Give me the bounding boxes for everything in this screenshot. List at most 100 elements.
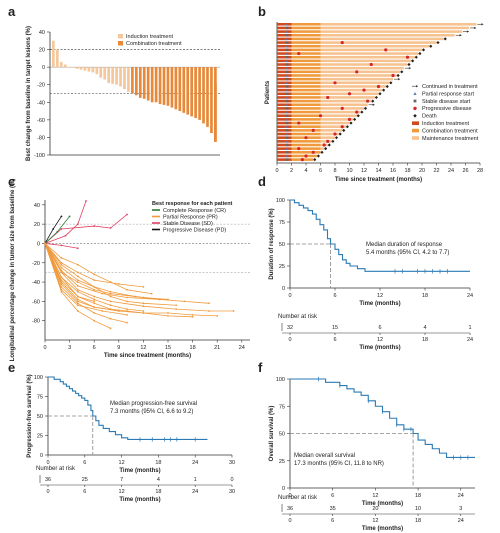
- f-risk-time-label: 24: [458, 518, 464, 524]
- b-induction-bar: [277, 129, 292, 132]
- b-stable-disease-marker: [285, 92, 289, 95]
- e-xtick-label: 6: [83, 460, 86, 466]
- b-maintenance-bar: [320, 125, 346, 128]
- e-risk-time-label: 30: [229, 489, 235, 495]
- b-combination-bar: [291, 143, 321, 147]
- b-maintenance-bar: [320, 33, 455, 37]
- e-survival-curve: [48, 376, 208, 440]
- a-bar: [202, 67, 205, 124]
- b-legend-symbol: [413, 114, 417, 118]
- a-bar: [111, 67, 114, 84]
- c-series-point: [60, 257, 63, 259]
- c-series-point: [109, 290, 112, 293]
- b-induction-bar: [277, 121, 292, 125]
- e-ytick-label: 75: [37, 395, 43, 401]
- c-series-point: [109, 300, 112, 303]
- b-maintenance-bar: [320, 70, 401, 74]
- b-legend-symbol: [412, 128, 419, 133]
- b-combination-bar: [291, 66, 321, 70]
- b-death-marker: [418, 51, 422, 56]
- b-partial-response-marker: [284, 81, 288, 85]
- b-stable-disease-marker: [285, 121, 289, 125]
- b-stable-disease-marker: [285, 34, 289, 37]
- c-xtick-label: 3: [68, 345, 71, 351]
- panel-label-b: b: [258, 4, 266, 19]
- f-xtick-label: 12: [372, 493, 378, 499]
- a-ytick-label: 0: [42, 65, 45, 71]
- c-series-point: [76, 285, 79, 287]
- c-series-point: [52, 228, 55, 230]
- b-continued-arrowhead: [459, 34, 462, 37]
- e-risk-title: Number at risk: [36, 466, 76, 472]
- c-series-point: [126, 308, 128, 311]
- b-progressive-disease-marker: [369, 62, 373, 67]
- a-bar: [131, 67, 134, 94]
- c-series-point: [76, 302, 79, 305]
- c-series-point: [142, 312, 145, 314]
- e-ytick-label: 100: [34, 375, 43, 381]
- b-combination-bar: [291, 151, 321, 154]
- c-series-point: [76, 281, 79, 283]
- d-xtick-label: 0: [288, 293, 291, 299]
- d-ytick-label: 75: [279, 220, 285, 226]
- c-series-point: [109, 281, 112, 283]
- a-legend-swatch: [118, 34, 123, 39]
- d-risk-time-label: 0: [288, 337, 291, 343]
- b-progressive-disease-marker: [304, 136, 308, 140]
- b-death-marker: [382, 88, 386, 92]
- c-series-line: [44, 216, 70, 244]
- b-legend-label: Induction treatment: [422, 121, 470, 127]
- b-maintenance-bar: [320, 81, 390, 85]
- c-series-point: [191, 315, 194, 318]
- e-median-annotation: 7.3 months (95% CI, 6.6 to 9.2): [110, 409, 193, 415]
- b-partial-response-marker: [284, 37, 288, 41]
- f-xtick-label: 18: [415, 493, 421, 499]
- c-series-point: [216, 314, 219, 317]
- b-progressive-disease-marker: [340, 40, 344, 45]
- b-progressive-disease-marker: [362, 88, 366, 92]
- e-ytick-label: 0: [40, 453, 43, 459]
- panel-label-f: f: [258, 360, 263, 375]
- b-combination-bar: [291, 52, 321, 55]
- c-series-point: [76, 271, 79, 274]
- b-induction-bar: [277, 143, 292, 147]
- e-xtick-label: 12: [119, 460, 125, 466]
- d-risk-time-label: 18: [422, 337, 428, 343]
- a-bar: [138, 67, 142, 98]
- a-bar: [91, 67, 95, 73]
- e-median-annotation: Median progression-free survival: [110, 401, 197, 407]
- f-xtick-label: 0: [288, 493, 291, 499]
- a-bar: [103, 67, 107, 80]
- b-partial-response-marker: [284, 44, 288, 48]
- c-series-line: [44, 243, 128, 324]
- c-series-point: [232, 310, 235, 312]
- b-maintenance-bar: [320, 103, 368, 107]
- b-combination-bar: [291, 55, 321, 59]
- b-death-marker: [407, 62, 411, 67]
- c-xtick-label: 6: [93, 345, 96, 351]
- b-progressive-disease-marker: [355, 110, 359, 114]
- b-stable-disease-marker: [285, 41, 289, 44]
- c-series-point: [60, 283, 63, 285]
- b-stable-disease-marker: [285, 70, 289, 74]
- b-induction-bar: [277, 33, 292, 37]
- b-induction-bar: [277, 110, 292, 114]
- c-series-point: [126, 321, 128, 324]
- c-series-point: [76, 247, 79, 250]
- b-induction-bar: [277, 66, 292, 70]
- b-partial-response-marker: [284, 74, 288, 77]
- d-ytick-label: 0: [282, 286, 285, 292]
- b-maintenance-bar: [320, 140, 332, 143]
- c-series-point: [93, 279, 96, 282]
- b-continued-arrowhead: [474, 26, 477, 30]
- a-legend-swatch: [118, 41, 123, 46]
- c-series-point: [76, 288, 79, 291]
- b-legend-symbol: [413, 106, 417, 111]
- c-series-point: [109, 227, 112, 229]
- b-progressive-disease-marker: [326, 95, 330, 100]
- b-death-marker: [374, 95, 378, 100]
- e-risk-time-label: 6: [83, 489, 86, 495]
- b-maintenance-bar: [320, 132, 339, 136]
- c-series-point: [109, 304, 112, 307]
- b-stable-disease-marker: [285, 107, 289, 110]
